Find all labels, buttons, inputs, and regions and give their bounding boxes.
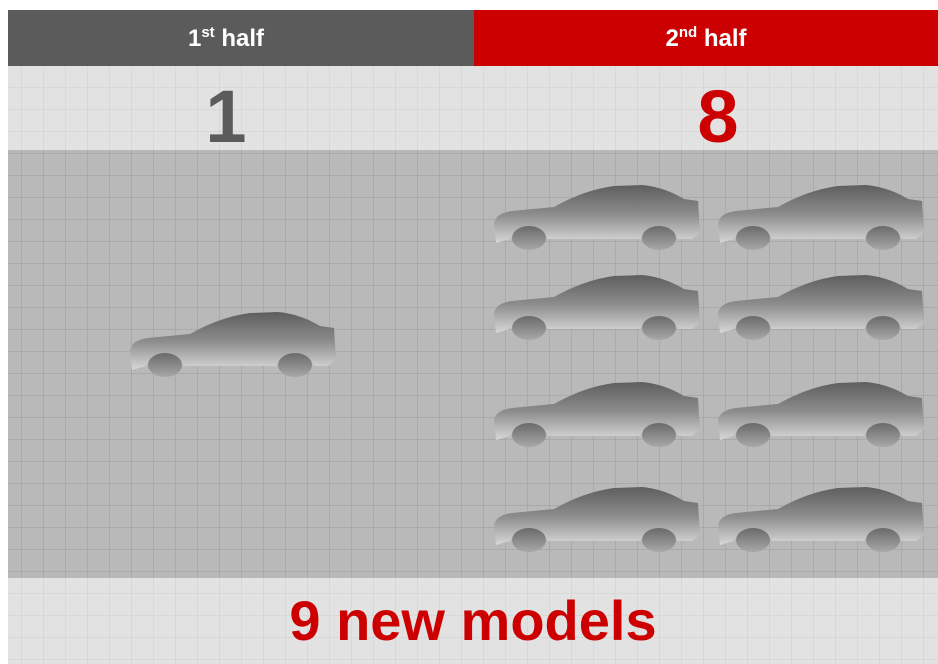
car-wheel [866,226,900,250]
car-wheel [642,226,676,250]
car-wheel [736,528,770,552]
car-body [718,382,924,440]
car-body [718,487,924,545]
car-wheel [736,316,770,340]
car-icon [494,382,700,447]
car-wheel [642,316,676,340]
car-icon [718,185,924,250]
car-icon [718,382,924,447]
car-body [494,487,700,545]
car-icon [718,487,924,552]
count-number: 1 [205,75,246,158]
car-wheel [866,528,900,552]
car-wheel [866,423,900,447]
header-label: 2nd half [665,24,747,52]
car-body [494,275,700,333]
header-right [474,10,938,66]
footer-text: 9 new models [289,589,656,652]
car-body [718,275,924,333]
car-icon [494,185,700,250]
car-wheel [512,423,546,447]
car-body [494,382,700,440]
number-row [8,66,938,150]
car-icon [718,275,924,340]
car-body [130,312,336,370]
header-label: 1st half [188,24,265,52]
car-body [718,185,924,243]
car-wheel [148,353,182,377]
car-icon [130,312,336,377]
car-wheel [278,353,312,377]
car-wheel [512,226,546,250]
car-icon [494,487,700,552]
header-left [8,10,474,66]
footer-row [8,578,938,664]
count-number: 8 [697,75,738,158]
car-wheel [866,316,900,340]
car-wheel [512,528,546,552]
car-wheel [736,226,770,250]
cars [130,185,924,552]
car-wheel [642,528,676,552]
car-icon [494,275,700,340]
car-body [494,185,700,243]
car-wheel [512,316,546,340]
car-wheel [642,423,676,447]
car-wheel [736,423,770,447]
